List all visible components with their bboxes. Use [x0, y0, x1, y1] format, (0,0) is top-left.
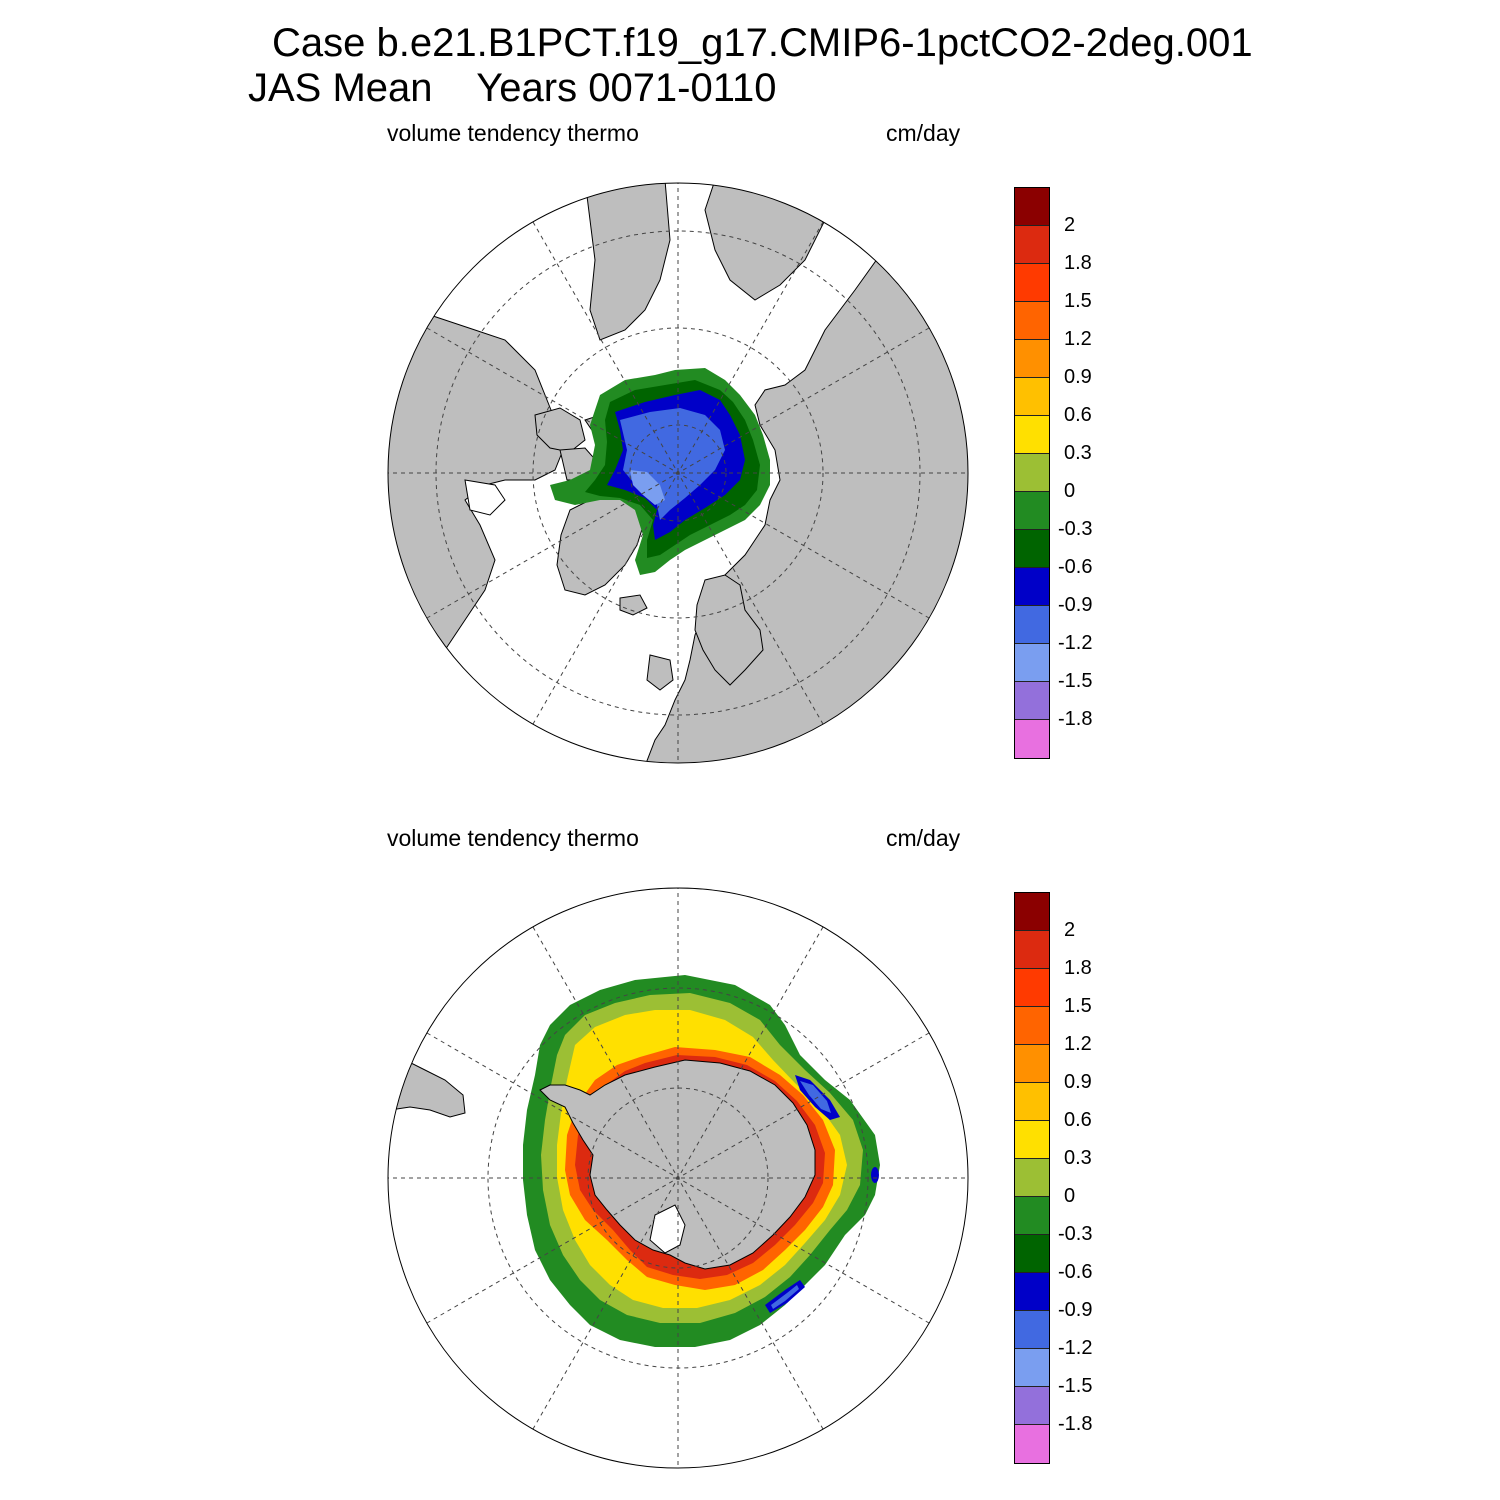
- north-colorbar-swatch: [1015, 682, 1049, 720]
- north-colorbar-swatch: [1015, 416, 1049, 454]
- south-colorbar-swatch: [1015, 1007, 1049, 1045]
- plot-title-period: JAS Mean Years 0071-0110: [248, 66, 777, 110]
- north-colorbar-swatch: [1015, 378, 1049, 416]
- north-polar-map: [387, 182, 969, 764]
- north-colorbar-swatch: [1015, 454, 1049, 492]
- south-colorbar-tick-label: 0.9: [1064, 1071, 1092, 1093]
- south-colorbar-tick-label: 0: [1064, 1185, 1076, 1207]
- south-colorbar-swatch: [1015, 1083, 1049, 1121]
- south-panel-variable-label: volume tendency thermo: [387, 825, 639, 851]
- south-colorbar-swatch: [1015, 1311, 1049, 1349]
- north-colorbar: [1014, 187, 1050, 759]
- north-colorbar-swatch: [1015, 264, 1049, 302]
- south-colorbar-tick-label: 2: [1064, 919, 1076, 941]
- arctic-ice-medium-blue: [620, 408, 725, 520]
- south-colorbar-swatch: [1015, 969, 1049, 1007]
- south-colorbar-tick-label: -1.2: [1058, 1337, 1093, 1359]
- south-colorbar-swatch: [1015, 931, 1049, 969]
- south-colorbar-tick-label: -0.3: [1058, 1223, 1093, 1245]
- south-colorbar-swatch: [1015, 1273, 1049, 1311]
- south-colorbar-swatch: [1015, 1349, 1049, 1387]
- arctic-archipelago-landmass: [534, 407, 586, 453]
- south-colorbar-swatch: [1015, 1121, 1049, 1159]
- north-colorbar-swatch: [1015, 606, 1049, 644]
- north-colorbar-tick-label: 1.5: [1064, 290, 1092, 312]
- north-colorbar-tick-label: -1.5: [1058, 670, 1093, 692]
- british-isles-landmass: [646, 654, 674, 691]
- south-colorbar-swatch: [1015, 1387, 1049, 1425]
- north-colorbar-swatch: [1015, 644, 1049, 682]
- plot-title-case: Case b.e21.B1PCT.f19_g17.CMIP6-1pctCO2-2…: [272, 21, 1253, 65]
- north-colorbar-swatch: [1015, 188, 1049, 226]
- north-colorbar-swatch: [1015, 568, 1049, 606]
- south-colorbar-tick-label: 1.8: [1064, 957, 1092, 979]
- north-colorbar-tick-label: -1.2: [1058, 632, 1093, 654]
- north-panel-variable-label: volume tendency thermo: [387, 120, 639, 146]
- south-colorbar-swatch: [1015, 893, 1049, 931]
- north-colorbar-swatch: [1015, 340, 1049, 378]
- south-colorbar-swatch: [1015, 1159, 1049, 1197]
- north-colorbar-tick-label: -0.9: [1058, 594, 1093, 616]
- north-colorbar-tick-label: 0: [1064, 480, 1076, 502]
- iceland-landmass: [619, 594, 648, 616]
- south-colorbar: [1014, 892, 1050, 1464]
- north-colorbar-tick-label: 0.6: [1064, 404, 1092, 426]
- south-colorbar-tick-label: -1.5: [1058, 1375, 1093, 1397]
- north-colorbar-swatch: [1015, 302, 1049, 340]
- arctic-ice-light-blue: [630, 470, 665, 505]
- north-colorbar-swatch: [1015, 492, 1049, 530]
- south-colorbar-tick-label: 1.2: [1064, 1033, 1092, 1055]
- south-colorbar-swatch: [1015, 1197, 1049, 1235]
- south-colorbar-swatch: [1015, 1045, 1049, 1083]
- south-polar-map: [387, 887, 969, 1469]
- scandinavia-landmass: [694, 574, 764, 686]
- north-colorbar-tick-label: 1.2: [1064, 328, 1092, 350]
- north-colorbar-swatch: [1015, 226, 1049, 264]
- north-colorbar-tick-label: 2: [1064, 214, 1076, 236]
- north-colorbar-tick-label: 1.8: [1064, 252, 1092, 274]
- south-panel-units-label: cm/day: [886, 825, 961, 851]
- north-colorbar-swatch: [1015, 530, 1049, 568]
- south-colorbar-tick-label: -1.8: [1058, 1413, 1093, 1435]
- north-america-landmass: [388, 299, 566, 711]
- north-colorbar-tick-label: 0.9: [1064, 366, 1092, 388]
- south-colorbar-tick-label: 0.3: [1064, 1147, 1092, 1169]
- south-colorbar-tick-label: -0.6: [1058, 1261, 1093, 1283]
- north-colorbar-tick-label: -0.3: [1058, 518, 1093, 540]
- south-colorbar-tick-label: 1.5: [1064, 995, 1092, 1017]
- north-colorbar-tick-label: 0.3: [1064, 442, 1092, 464]
- north-colorbar-swatch: [1015, 720, 1049, 758]
- south-colorbar-tick-label: -0.9: [1058, 1299, 1093, 1321]
- south-colorbar-swatch: [1015, 1425, 1049, 1463]
- north-colorbar-tick-label: -0.6: [1058, 556, 1093, 578]
- south-colorbar-swatch: [1015, 1235, 1049, 1273]
- north-panel-units-label: cm/day: [886, 120, 961, 146]
- antarctica-landmass: [539, 1059, 816, 1270]
- south-colorbar-tick-label: 0.6: [1064, 1109, 1092, 1131]
- north-colorbar-tick-label: -1.8: [1058, 708, 1093, 730]
